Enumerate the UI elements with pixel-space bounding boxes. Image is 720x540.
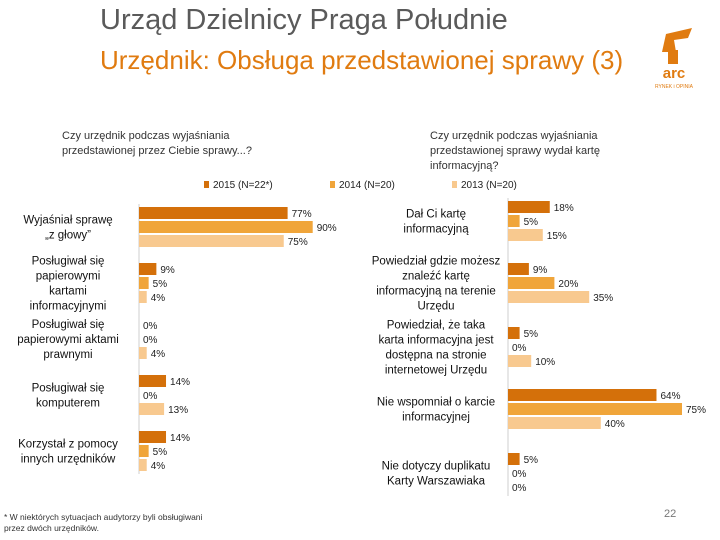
data-label-left: 4%: [151, 293, 166, 304]
data-label-left: 4%: [151, 461, 166, 472]
legend-item-2014: 2014 (N=20): [330, 180, 395, 191]
bar-left-2014: [139, 277, 149, 289]
data-label-right: 10%: [535, 357, 555, 368]
bar-left-2014: [139, 221, 313, 233]
legend-label-2015: 2015 (N=22*): [213, 180, 273, 191]
bar-right-2013: [508, 355, 532, 367]
data-label-left: 4%: [151, 349, 166, 360]
data-label-left: 14%: [170, 433, 190, 444]
bar-right-2013: [508, 291, 590, 303]
data-label-left: 5%: [153, 279, 168, 290]
data-label-right: 5%: [524, 329, 539, 340]
bar-right-2014: [508, 215, 520, 227]
bar-right-2015: [508, 453, 520, 465]
legend-label-2014: 2014 (N=20): [339, 180, 395, 191]
question-left: Czy urzędnik podczas wyjaśniania przedst…: [62, 130, 252, 157]
bar-left-2013: [139, 235, 284, 247]
category-label-left: Korzystał z pomocy innych urzędników: [18, 439, 118, 466]
data-label-right: 75%: [686, 405, 706, 416]
category-label-right: Powiedział, że taka karta informacyjna je…: [378, 320, 494, 377]
data-label-right: 0%: [512, 483, 527, 494]
question-right: Czy urzędnik podczas wyjaśniania przedst…: [430, 130, 600, 172]
bar-left-2015: [139, 431, 167, 443]
data-label-right: 20%: [558, 279, 578, 290]
logo-shape: [662, 28, 692, 52]
logo-text: arc: [663, 65, 686, 82]
data-label-left: 90%: [317, 223, 337, 234]
data-label-right: 0%: [512, 343, 527, 354]
bar-right-2015: [508, 389, 657, 401]
legend-label-2013: 2013 (N=20): [461, 180, 517, 191]
bar-left-2014: [139, 445, 149, 457]
bar-right-2014: [508, 403, 682, 415]
page-number: 22: [664, 508, 677, 520]
footnote: * W niektórych sytuacjach audytorzy byli…: [4, 512, 203, 533]
data-label-left: 5%: [153, 447, 168, 458]
bar-left-2015: [139, 207, 288, 219]
data-label-right: 18%: [554, 203, 574, 214]
category-label-right: Dał Ci kartę informacyjną: [403, 209, 469, 236]
bar-right-2013: [508, 417, 601, 429]
bar-left-2013: [139, 291, 147, 303]
category-label-left: Posługiwał się papierowymi aktami prawnymi: [17, 319, 119, 361]
bar-left-2013: [139, 459, 147, 471]
data-label-left: 9%: [160, 265, 175, 276]
data-label-right: 35%: [593, 293, 613, 304]
category-label-right: Nie wspomniał o karcie informacyjnej: [377, 397, 495, 424]
data-label-left: 0%: [143, 335, 158, 346]
data-label-right: 5%: [524, 455, 539, 466]
data-label-right: 64%: [660, 391, 680, 402]
category-label-left: Wyjaśniał sprawę „z głowy”: [23, 215, 112, 242]
legend-swatch-2014: [330, 181, 335, 188]
category-label-right: Nie dotyczy duplikatu Karty Warszawiaka: [382, 461, 491, 488]
data-label-left: 77%: [292, 209, 312, 220]
bar-left-2015: [139, 375, 167, 387]
logo-subtext: RYNEK i OPINIA: [655, 84, 694, 90]
bar-right-2014: [508, 277, 555, 289]
bar-left-2015: [139, 263, 157, 275]
data-label-right: 5%: [524, 217, 539, 228]
legend-item-2015: 2015 (N=22*): [204, 180, 273, 191]
bar-left-2013: [139, 403, 165, 415]
data-label-right: 15%: [547, 231, 567, 242]
data-label-left: 13%: [168, 405, 188, 416]
data-label-right: 40%: [605, 419, 625, 430]
data-label-left: 0%: [143, 321, 158, 332]
page-subtitle: Urzędnik: Obsługa przedstawionej sprawy …: [100, 45, 624, 75]
data-label-left: 14%: [170, 377, 190, 388]
data-label-left: 75%: [288, 237, 308, 248]
category-label-left: Posługiwał się komputerem: [32, 383, 105, 410]
bar-right-2013: [508, 229, 543, 241]
bar-right-2015: [508, 327, 520, 339]
arc-logo: arc RYNEK i OPINIA: [655, 28, 694, 90]
page-title: Urząd Dzielnicy Praga Południe: [100, 4, 508, 36]
bar-right-2015: [508, 263, 529, 275]
bar-right-2015: [508, 201, 550, 213]
category-label-right: Powiedział gdzie możesz znaleźć kartę info…: [372, 256, 501, 313]
legend-item-2013: 2013 (N=20): [452, 180, 517, 191]
data-label-right: 0%: [512, 469, 527, 480]
legend-swatch-2015: [204, 181, 209, 188]
bar-left-2013: [139, 347, 147, 359]
data-label-left: 0%: [143, 391, 158, 402]
category-label-left: Posługiwał się papierowymi kartami informac…: [30, 256, 107, 313]
data-label-right: 9%: [533, 265, 548, 276]
legend-swatch-2013: [452, 181, 457, 188]
logo-stem: [668, 50, 678, 64]
chart-legend: 2015 (N=22*) 2014 (N=20) 2013 (N=20): [0, 180, 720, 194]
